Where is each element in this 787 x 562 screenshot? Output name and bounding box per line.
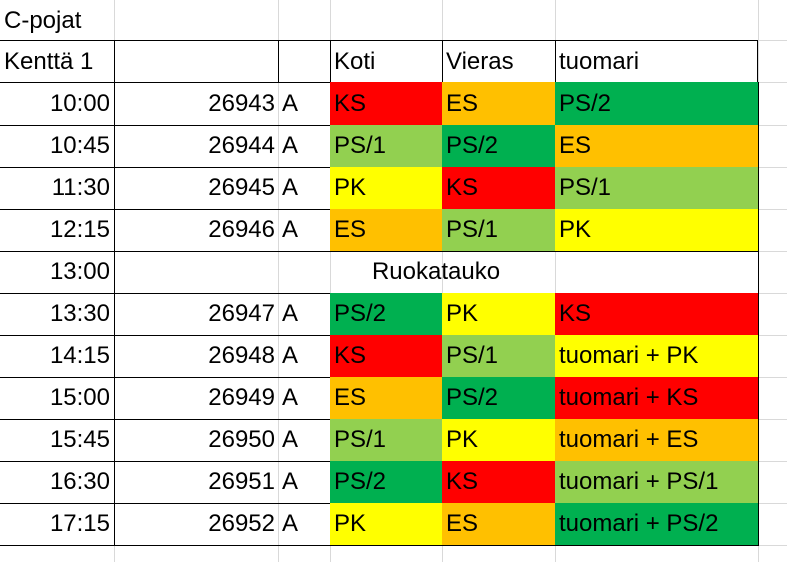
referee-cell[interactable]: tuomari + ES bbox=[555, 419, 759, 462]
time-cell[interactable]: 14:15 bbox=[0, 335, 115, 378]
time-cell[interactable]: 15:00 bbox=[0, 377, 115, 420]
game-number-cell[interactable]: 26947 bbox=[114, 293, 279, 336]
home-team-cell[interactable]: KS bbox=[330, 335, 443, 378]
group-cell[interactable]: A bbox=[278, 335, 331, 378]
home-team-cell[interactable]: PK bbox=[330, 167, 443, 210]
group-cell[interactable]: A bbox=[278, 209, 331, 252]
break-label-cell[interactable]: Ruokatauko bbox=[114, 251, 759, 294]
away-team-cell[interactable]: ES bbox=[442, 82, 556, 126]
game-number-cell[interactable]: 26951 bbox=[114, 461, 279, 504]
gridline-vertical bbox=[330, 0, 331, 562]
time-cell[interactable]: 15:45 bbox=[0, 419, 115, 462]
gridline-vertical bbox=[278, 0, 279, 562]
time-cell[interactable]: 10:00 bbox=[0, 82, 115, 126]
home-team-cell[interactable]: PS/1 bbox=[330, 419, 443, 462]
home-team-cell[interactable]: KS bbox=[330, 82, 443, 126]
time-cell[interactable]: 11:30 bbox=[0, 167, 115, 210]
home-team-cell[interactable]: PS/2 bbox=[330, 461, 443, 504]
game-number-cell[interactable]: 26943 bbox=[114, 82, 279, 126]
away-team-cell[interactable]: PS/2 bbox=[442, 125, 556, 168]
referee-cell[interactable]: PS/2 bbox=[555, 82, 759, 126]
group-cell[interactable]: A bbox=[278, 461, 331, 504]
home-team-cell[interactable]: PK bbox=[330, 503, 443, 546]
away-team-cell[interactable]: PS/1 bbox=[442, 209, 556, 252]
away-team-cell[interactable]: PS/1 bbox=[442, 335, 556, 378]
time-cell[interactable]: 17:15 bbox=[0, 503, 115, 546]
empty-header-cell[interactable] bbox=[114, 40, 279, 83]
time-cell[interactable]: 16:30 bbox=[0, 461, 115, 504]
game-number-cell[interactable]: 26945 bbox=[114, 167, 279, 210]
game-number-cell[interactable]: 26950 bbox=[114, 419, 279, 462]
game-number-cell[interactable]: 26949 bbox=[114, 377, 279, 420]
away-header-cell[interactable]: Vieras bbox=[442, 40, 556, 83]
group-cell[interactable]: A bbox=[278, 419, 331, 462]
referee-cell[interactable]: KS bbox=[555, 293, 759, 336]
referee-cell[interactable]: ES bbox=[555, 125, 759, 168]
time-cell[interactable]: 13:30 bbox=[0, 293, 115, 336]
referee-cell[interactable]: tuomari + PS/1 bbox=[555, 461, 759, 504]
home-header-cell[interactable]: Koti bbox=[330, 40, 443, 83]
gridline-vertical bbox=[442, 0, 443, 562]
gridline-vertical bbox=[555, 0, 556, 562]
empty-header-cell[interactable] bbox=[278, 40, 331, 83]
home-team-cell[interactable]: PS/1 bbox=[330, 125, 443, 168]
game-number-cell[interactable]: 26946 bbox=[114, 209, 279, 252]
time-cell[interactable]: 10:45 bbox=[0, 125, 115, 168]
group-cell[interactable]: A bbox=[278, 82, 331, 126]
referee-header-cell[interactable]: tuomari bbox=[555, 40, 758, 83]
game-number-cell[interactable]: 26952 bbox=[114, 503, 279, 546]
away-team-cell[interactable]: ES bbox=[442, 503, 556, 546]
sheet-title-cell[interactable]: C-pojat bbox=[4, 6, 82, 34]
group-cell[interactable]: A bbox=[278, 377, 331, 420]
referee-cell[interactable]: PS/1 bbox=[555, 167, 759, 210]
away-team-cell[interactable]: PK bbox=[442, 419, 556, 462]
away-team-cell[interactable]: KS bbox=[442, 461, 556, 504]
game-number-cell[interactable]: 26944 bbox=[114, 125, 279, 168]
referee-cell[interactable]: tuomari + PK bbox=[555, 335, 759, 378]
break-time-cell[interactable]: 13:00 bbox=[0, 251, 115, 294]
away-team-cell[interactable]: KS bbox=[442, 167, 556, 210]
time-cell[interactable]: 12:15 bbox=[0, 209, 115, 252]
home-team-cell[interactable]: PS/2 bbox=[330, 293, 443, 336]
game-number-cell[interactable]: 26948 bbox=[114, 335, 279, 378]
group-cell[interactable]: A bbox=[278, 293, 331, 336]
referee-cell[interactable]: PK bbox=[555, 209, 759, 252]
home-team-cell[interactable]: ES bbox=[330, 209, 443, 252]
away-team-cell[interactable]: PK bbox=[442, 293, 556, 336]
away-team-cell[interactable]: PS/2 bbox=[442, 377, 556, 420]
referee-cell[interactable]: tuomari + KS bbox=[555, 377, 759, 420]
referee-cell[interactable]: tuomari + PS/2 bbox=[555, 503, 759, 546]
home-team-cell[interactable]: ES bbox=[330, 377, 443, 420]
group-cell[interactable]: A bbox=[278, 167, 331, 210]
group-cell[interactable]: A bbox=[278, 125, 331, 168]
group-cell[interactable]: A bbox=[278, 503, 331, 546]
field-header-cell[interactable]: Kenttä 1 bbox=[0, 40, 115, 83]
